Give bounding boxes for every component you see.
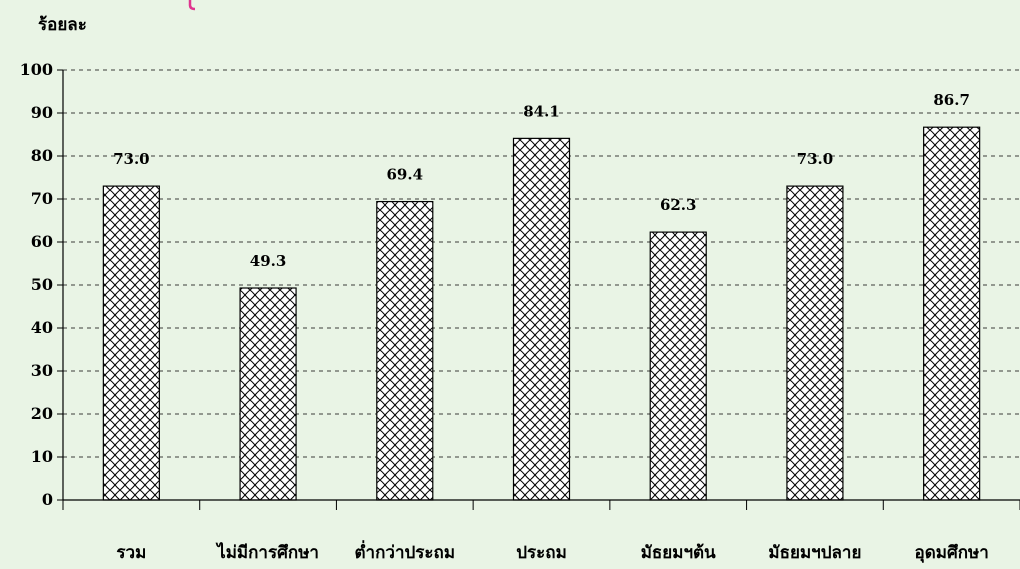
y-tick-label: 40 [31,318,53,337]
category-label: ประถม [516,543,567,563]
y-tick-labels: 0 10 20 30 40 50 60 70 80 90 100 [20,60,53,509]
y-tick-label: 100 [20,60,53,79]
accent-mark [188,0,196,11]
bar [239,287,297,501]
bars [102,126,981,501]
bar [102,185,160,501]
data-label: 62.3 [660,196,697,214]
data-label: 86.7 [933,91,970,109]
data-label: 69.4 [387,166,424,184]
bar [512,137,571,501]
y-tick-label: 30 [31,361,53,380]
data-label: 84.1 [523,102,560,120]
y-tick-label: 0 [42,490,53,509]
bar [649,231,707,501]
bar [923,126,981,501]
axes [57,69,1020,510]
y-tick-label: 20 [31,404,53,423]
category-labels: รวม ไม่มีการศึกษา ต่ำกว่าประถม ประถม มัธยมฯต… [116,540,988,563]
y-axis-label: ร้อยละ [38,15,87,35]
y-tick-label: 90 [31,103,53,122]
category-label: มัธยมฯปลาย [768,543,861,563]
category-label: อุดมศึกษา [914,543,988,563]
bar [786,185,844,501]
data-label: 73.0 [113,150,150,168]
y-tick-label: 70 [31,189,53,208]
y-tick-label: 60 [31,232,53,251]
y-tick-label: 10 [31,447,53,466]
data-label: 49.3 [250,252,287,270]
category-label: มัธยมฯต้น [641,543,716,563]
category-label: รวม [116,543,146,563]
bar [376,200,434,501]
y-tick-label: 50 [31,275,53,294]
category-label: ไม่มีการศึกษา [215,542,319,563]
y-tick-label: 80 [31,146,53,165]
data-label: 73.0 [797,150,834,168]
value-labels: 73.0 49.3 69.4 84.1 62.3 73.0 86.7 [113,91,970,270]
category-label: ต่ำกว่าประถม [355,540,456,563]
